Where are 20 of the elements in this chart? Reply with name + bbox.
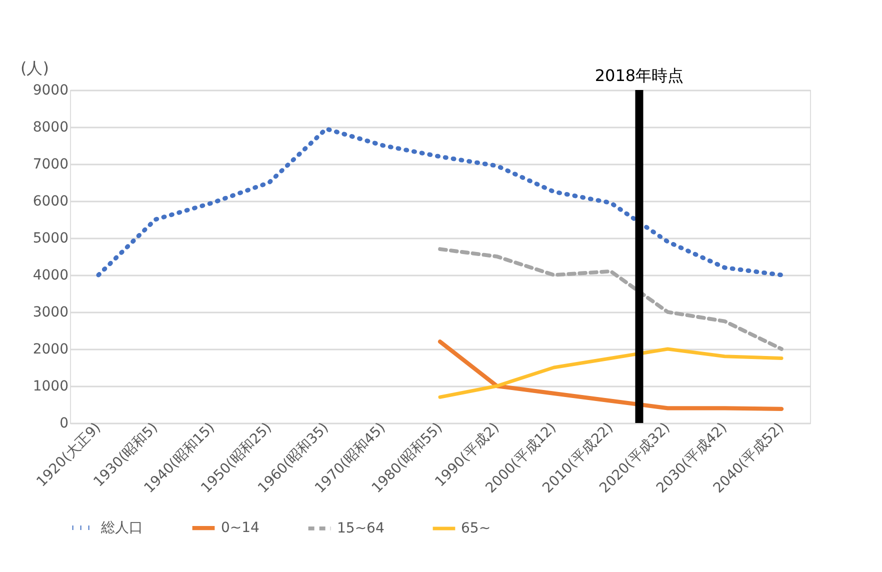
y-tick-label: 3000	[32, 304, 68, 320]
y-tick-label: 1000	[32, 378, 68, 394]
legend-label: 65~	[461, 520, 491, 536]
y-tick-label: 2000	[32, 342, 68, 358]
y-tick-label: 5000	[32, 230, 68, 246]
line-series	[438, 347, 784, 399]
line-series	[438, 247, 784, 351]
ref-line-label: 2018年時点	[594, 66, 684, 85]
y-tick-label: 8000	[32, 120, 68, 136]
y-tick-label: 4000	[32, 268, 68, 284]
y-axis-title: (人)	[20, 58, 49, 78]
y-tick-label: 7000	[32, 156, 68, 172]
legend-label: 総人口	[100, 520, 143, 536]
y-tick-label: 6000	[32, 194, 68, 210]
line-series	[96, 126, 784, 278]
line-series	[438, 340, 784, 412]
legend-label: 0~14	[221, 520, 260, 536]
y-tick-label: 9000	[32, 82, 68, 98]
y-tick-label: 0	[60, 416, 68, 432]
legend-label: 15~64	[337, 520, 384, 536]
